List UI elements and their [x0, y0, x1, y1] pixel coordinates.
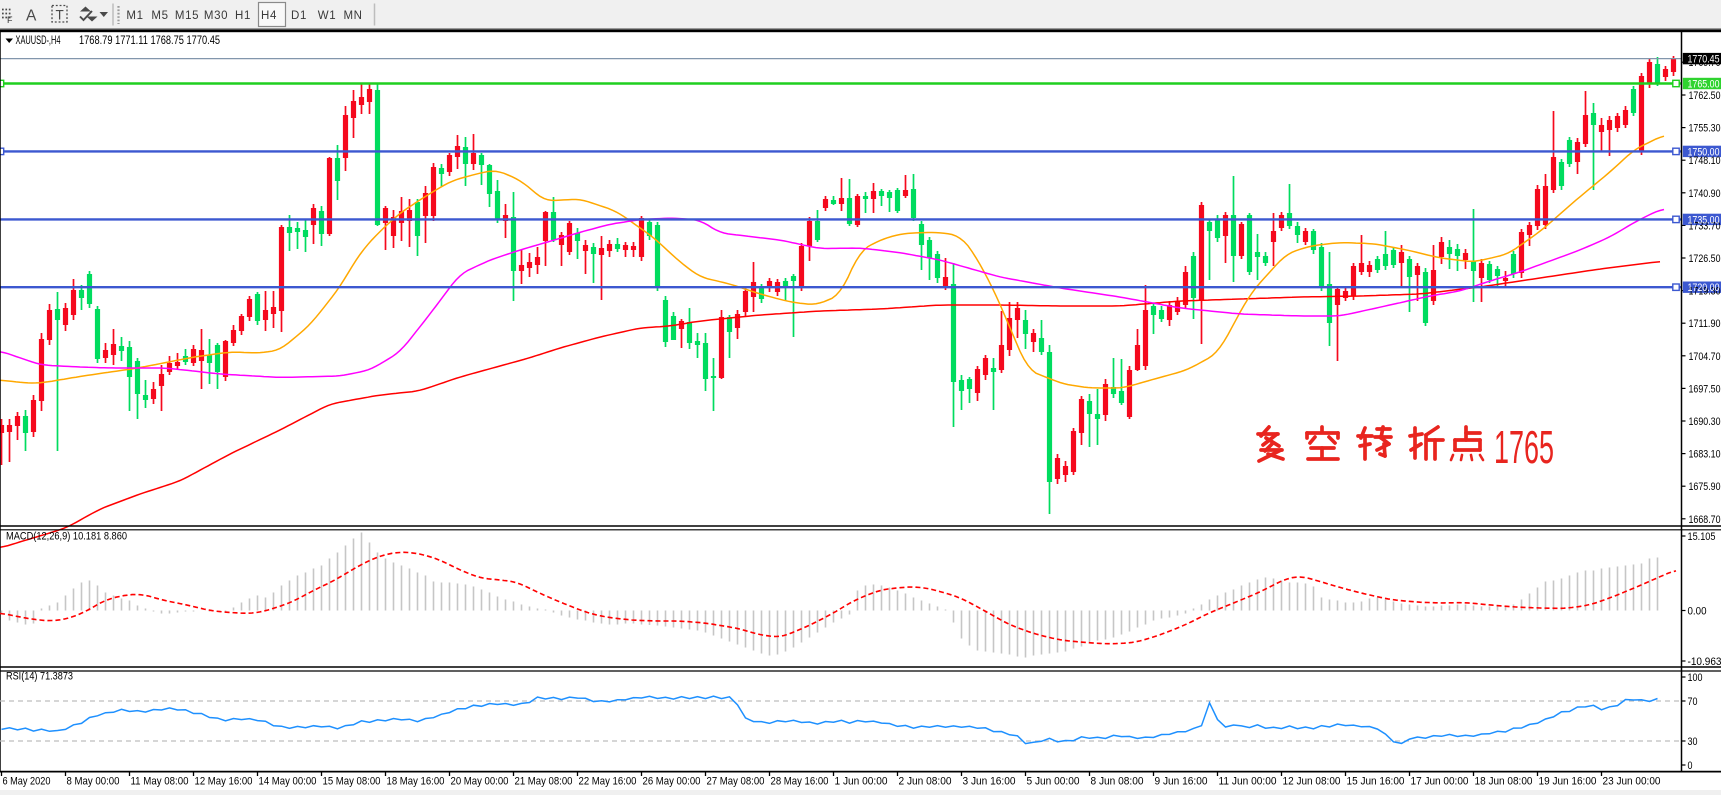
svg-text:0: 0	[1688, 760, 1693, 772]
svg-text:2 Jun 08:00: 2 Jun 08:00	[899, 776, 952, 788]
svg-text:M1: M1	[126, 10, 143, 22]
svg-text:1704.70: 1704.70	[1689, 351, 1721, 363]
svg-text:18 May 16:00: 18 May 16:00	[387, 776, 445, 788]
svg-text:8 May 00:00: 8 May 00:00	[67, 776, 120, 788]
svg-text:8 Jun 08:00: 8 Jun 08:00	[1091, 776, 1144, 788]
svg-text:1690.30: 1690.30	[1689, 416, 1721, 428]
svg-text:20 May 00:00: 20 May 00:00	[451, 776, 509, 788]
svg-text:27 May 08:00: 27 May 08:00	[707, 776, 765, 788]
svg-text:1735.00: 1735.00	[1688, 214, 1720, 226]
svg-text:15 May 08:00: 15 May 08:00	[323, 776, 381, 788]
svg-text:23 Jun 00:00: 23 Jun 00:00	[1603, 776, 1661, 788]
svg-text:1770.45: 1770.45	[1688, 54, 1720, 66]
svg-text:21 May 08:00: 21 May 08:00	[515, 776, 573, 788]
svg-text:F: F	[7, 15, 13, 25]
svg-text:6 May 2020: 6 May 2020	[3, 776, 51, 788]
svg-text:RSI(14) 71.3873: RSI(14) 71.3873	[6, 671, 73, 683]
svg-text:100: 100	[1688, 672, 1703, 684]
svg-text:28 May 16:00: 28 May 16:00	[771, 776, 829, 788]
svg-text:19 Jun 16:00: 19 Jun 16:00	[1539, 776, 1597, 788]
svg-text:M5: M5	[151, 10, 168, 22]
svg-text:14 May 00:00: 14 May 00:00	[259, 776, 317, 788]
svg-text:1750.00: 1750.00	[1688, 146, 1720, 158]
svg-text:D1: D1	[291, 10, 307, 22]
svg-text:18 Jun 08:00: 18 Jun 08:00	[1475, 776, 1533, 788]
svg-text:MN: MN	[343, 10, 362, 22]
svg-text:30: 30	[1688, 736, 1698, 748]
svg-text:1668.70: 1668.70	[1689, 514, 1721, 526]
svg-text:1762.50: 1762.50	[1689, 90, 1721, 102]
svg-text:1 Jun 00:00: 1 Jun 00:00	[835, 776, 888, 788]
svg-text:1765: 1765	[1494, 421, 1554, 473]
svg-text:11 May 08:00: 11 May 08:00	[131, 776, 189, 788]
svg-text:12 Jun 08:00: 12 Jun 08:00	[1283, 776, 1341, 788]
svg-text:3 Jun 16:00: 3 Jun 16:00	[963, 776, 1016, 788]
svg-text:1720.00: 1720.00	[1688, 282, 1720, 294]
svg-text:1697.50: 1697.50	[1689, 383, 1721, 395]
svg-text:70: 70	[1688, 696, 1698, 708]
svg-text:W1: W1	[318, 10, 336, 22]
svg-text:1675.90: 1675.90	[1689, 481, 1721, 493]
svg-text:1683.10: 1683.10	[1689, 449, 1721, 461]
svg-text:5 Jun 00:00: 5 Jun 00:00	[1027, 776, 1080, 788]
svg-text:-10.963: -10.963	[1688, 656, 1721, 668]
svg-text:9 Jun 16:00: 9 Jun 16:00	[1155, 776, 1208, 788]
svg-text:1748.10: 1748.10	[1689, 155, 1721, 167]
svg-text:17 Jun 00:00: 17 Jun 00:00	[1411, 776, 1469, 788]
svg-text:1719.30: 1719.30	[1689, 286, 1721, 298]
svg-text:MACD(12,26,9) 10.181 8.860: MACD(12,26,9) 10.181 8.860	[6, 531, 127, 543]
svg-text:1769.70: 1769.70	[1689, 57, 1721, 69]
svg-text:22 May 16:00: 22 May 16:00	[579, 776, 637, 788]
svg-text:1765.00: 1765.00	[1688, 79, 1720, 91]
svg-text:1726.50: 1726.50	[1689, 253, 1721, 265]
svg-text:11 Jun 00:00: 11 Jun 00:00	[1219, 776, 1277, 788]
svg-text:1711.90: 1711.90	[1689, 318, 1721, 330]
svg-text:M30: M30	[204, 10, 228, 22]
svg-text:15.105: 15.105	[1688, 531, 1716, 543]
svg-text:15 Jun 16:00: 15 Jun 16:00	[1347, 776, 1405, 788]
svg-text:12 May 16:00: 12 May 16:00	[195, 776, 253, 788]
svg-text:T: T	[56, 8, 64, 23]
svg-text:0.00: 0.00	[1688, 606, 1707, 618]
svg-text:26 May 00:00: 26 May 00:00	[643, 776, 701, 788]
svg-text:1768.79 1771.11 1768.75 1770.4: 1768.79 1771.11 1768.75 1770.45	[79, 34, 220, 47]
svg-text:1733.70: 1733.70	[1689, 220, 1721, 232]
svg-text:A: A	[26, 8, 37, 25]
svg-text:M15: M15	[175, 10, 199, 22]
svg-text:1740.90: 1740.90	[1689, 188, 1721, 200]
svg-text:1755.30: 1755.30	[1689, 123, 1721, 135]
svg-text:H4: H4	[261, 10, 277, 22]
svg-text:H1: H1	[235, 10, 251, 22]
svg-text:XAUUSD-,H4: XAUUSD-,H4	[16, 34, 61, 47]
